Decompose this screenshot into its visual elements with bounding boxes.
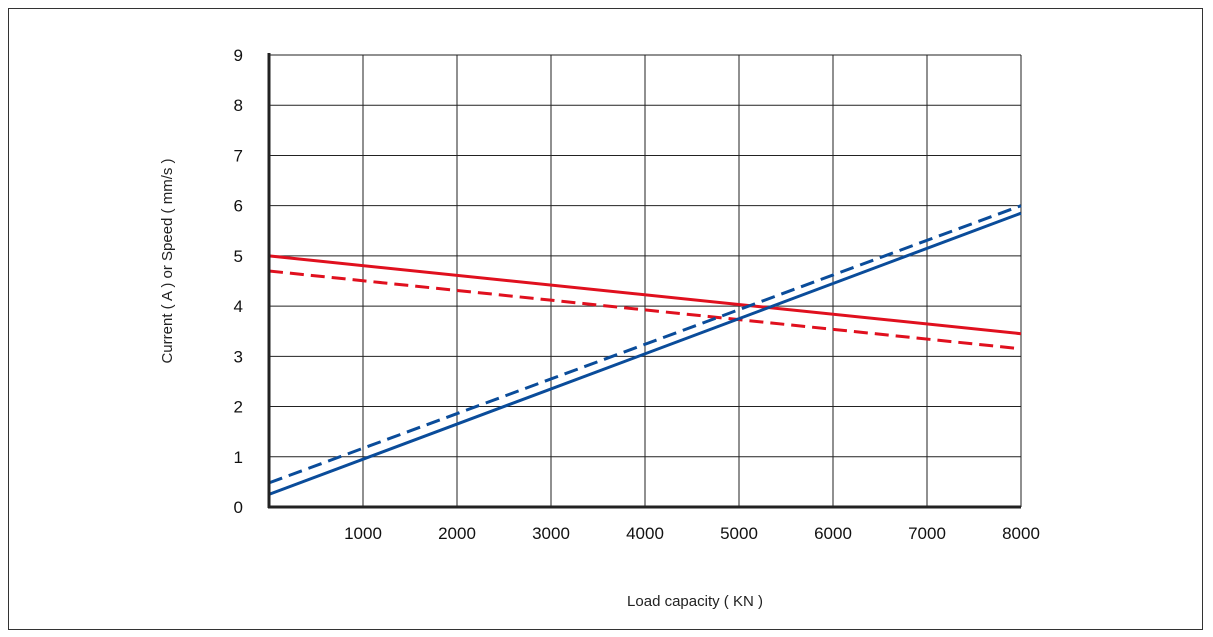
axes [267,53,1021,509]
x-tick-label-2: 3000 [532,524,570,543]
series-line-3 [268,204,1022,485]
y-tick-label-8: 8 [234,96,243,115]
x-tick-label-0: 1000 [344,524,382,543]
x-tick-labels: 1000 2000 3000 4000 5000 6000 7000 8000 [344,524,1040,543]
x-tick-label-4: 5000 [720,524,758,543]
x-tick-label-3: 4000 [626,524,664,543]
y-tick-label-7: 7 [234,146,243,165]
chart-frame [8,8,1203,630]
series-line-2 [268,211,1022,496]
series-line-1 [268,269,1022,351]
series-layer [268,204,1022,496]
y-axis-title: Current ( A ) or Speed ( mm/s ) [159,158,176,363]
series-line-0 [268,254,1022,336]
y-tick-label-1: 1 [234,448,243,467]
x-tick-label-5: 6000 [814,524,852,543]
x-tick-label-7: 8000 [1002,524,1040,543]
x-axis-title: Load capacity ( KN ) [627,593,763,610]
x-tick-label-6: 7000 [908,524,946,543]
y-tick-labels: 0 1 2 3 4 5 6 7 8 9 [234,46,243,517]
y-tick-label-4: 4 [234,297,243,316]
y-tick-label-2: 2 [234,398,243,417]
y-tick-label-9: 9 [234,46,243,65]
x-tick-label-1: 2000 [438,524,476,543]
y-tick-label-3: 3 [234,347,243,366]
y-tick-label-6: 6 [234,197,243,216]
grid [269,54,1022,507]
y-tick-label-5: 5 [234,247,243,266]
y-tick-label-0: 0 [234,498,243,517]
